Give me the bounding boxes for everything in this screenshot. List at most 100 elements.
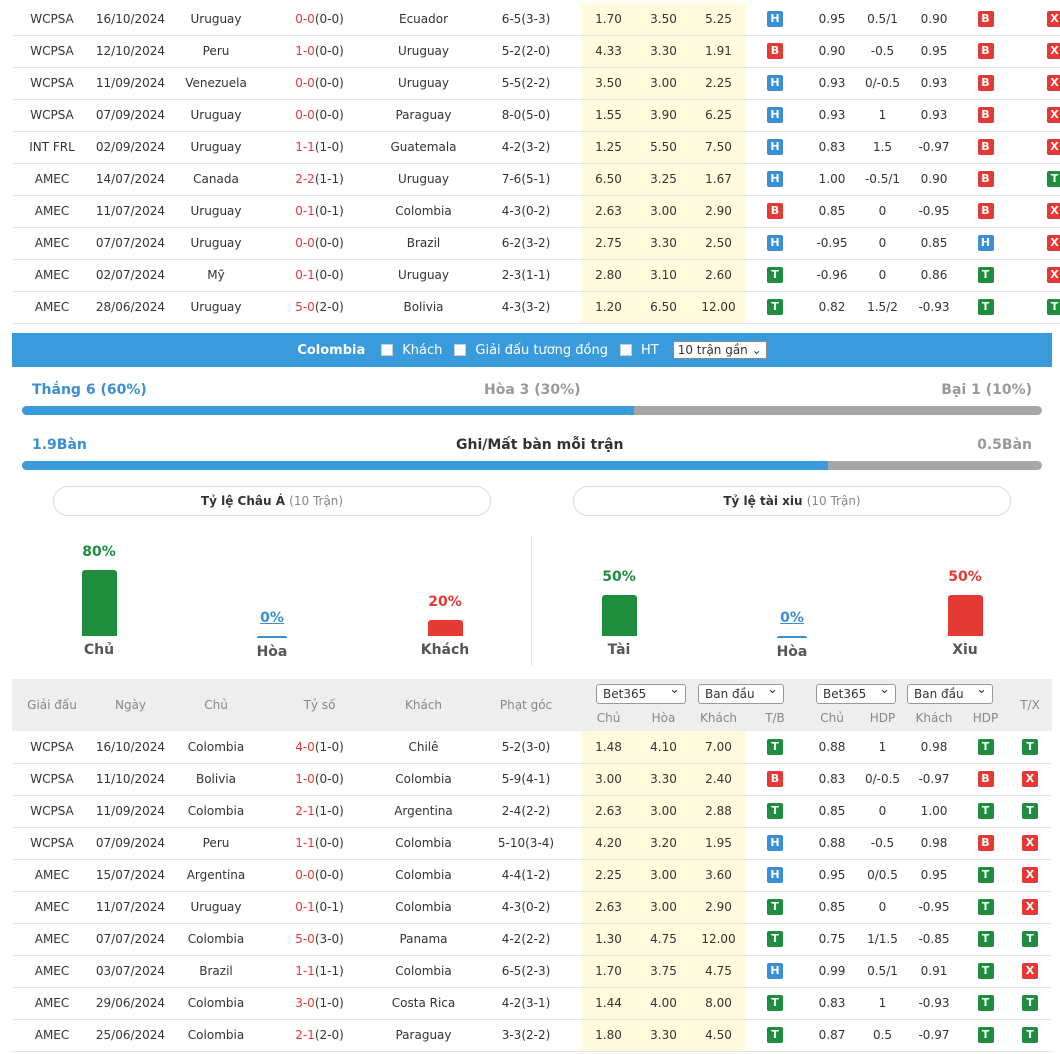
full-time-score: 0-0: [295, 108, 315, 122]
half-time-score: (1-0): [314, 996, 344, 1010]
odds-type-select-1[interactable]: Ban đầu: [698, 681, 784, 704]
home-team-cell: Colombia: [169, 923, 263, 956]
full-time-score: 2-1: [295, 804, 315, 818]
half-time-score: (1-1): [314, 964, 344, 978]
table-row: AMEC 15/07/2024 Argentina 0-0(0-0) Colombia 4…: [12, 859, 1052, 892]
home-team-cell: Uruguay: [169, 3, 263, 36]
score-cell: 3-0(1-0): [263, 987, 376, 1020]
odds-draw-cell: 6.50: [636, 291, 691, 324]
home-team-cell: Colombia: [169, 987, 263, 1020]
league-cell: AMEC: [12, 195, 92, 228]
odds-result-cell: T: [746, 795, 804, 828]
date-cell: 11/07/2024: [92, 891, 169, 924]
ah-away-cell: 0.95: [905, 35, 963, 68]
match-count-select[interactable]: 10 trận gần ⌄: [672, 341, 767, 359]
odds-result-badge: T: [767, 995, 783, 1011]
odds-draw-cell: 3.30: [636, 227, 691, 260]
handicap-result-badge: B: [977, 771, 994, 787]
home-team-cell: Uruguay: [169, 891, 263, 924]
ah-away-cell: 0.93: [905, 67, 963, 100]
table-row: AMEC 29/06/2024 Colombia 3-0(1-0) Costa Rica…: [12, 987, 1052, 1020]
odds-away-cell: 7.50: [691, 131, 746, 164]
corner-cell: 4-2(2-2): [471, 923, 581, 956]
odds-away-cell: 2.40: [691, 763, 746, 796]
ah-away-cell: -0.97: [905, 1019, 963, 1052]
handicap-result-cell: T: [963, 891, 1008, 924]
bookmaker-select-2[interactable]: Bet365: [816, 681, 896, 704]
odds-draw-cell: 3.30: [636, 763, 691, 796]
handicap-result-badge: T: [977, 738, 994, 755]
half-time-score: (1-0): [314, 804, 344, 818]
bookmaker-select-1[interactable]: Bet365: [596, 681, 686, 704]
table-row: INT FRL 02/09/2024 Uruguay 1-1(1-0) Guatemal…: [12, 131, 1060, 164]
date-cell: 11/10/2024: [92, 763, 169, 796]
odds-away-cell: 2.90: [691, 891, 746, 924]
full-time-score: 0-0: [295, 76, 315, 90]
score-cell: 1-0(0-0): [263, 763, 376, 796]
category-label: Hòa: [776, 644, 808, 660]
half-time-score: (1-0): [314, 739, 344, 754]
handicap-result-cell: B: [963, 35, 1008, 68]
col-tx: T/X: [1020, 698, 1040, 712]
league-cell: AMEC: [12, 227, 92, 260]
over-under-result-badge: T: [1022, 995, 1038, 1011]
corner-cell: 5-2(2-0): [471, 35, 581, 68]
odds-home-cell: 1.20: [581, 291, 636, 324]
odds-result-cell: T: [746, 923, 804, 956]
handicap-cell: 1: [860, 987, 905, 1020]
table-row: WCPSA 11/09/2024 Colombia 2-1(1-0) Argentina…: [12, 795, 1052, 828]
odds-result-badge: H: [767, 171, 783, 187]
handicap-result-cell: T: [963, 731, 1008, 764]
odds-home-cell: 3.00: [581, 763, 636, 796]
score-cell: 0-0(0-0): [263, 99, 376, 132]
ht-checkbox[interactable]: [620, 344, 632, 356]
category-label: Chủ: [83, 642, 115, 658]
full-time-score: 4-0: [295, 739, 315, 754]
same-league-checkbox[interactable]: [454, 344, 467, 356]
asian-odds-panel-title: Tỷ lệ Châu Á (10 Trận): [53, 486, 491, 516]
away-team-cell: Colombia: [376, 827, 471, 860]
away-team-cell: Colombia: [376, 763, 471, 796]
handicap-result-cell: T: [963, 291, 1008, 324]
odds-result-badge: B: [767, 203, 783, 219]
ah-home-cell: 0.95: [804, 3, 860, 36]
league-cell: AMEC: [12, 259, 92, 292]
corner-cell: 4-4(1-2): [471, 859, 581, 892]
odds-away-cell: 2.25: [691, 67, 746, 100]
over-under-result-badge: X: [1046, 10, 1060, 27]
ah-away-cell: -0.93: [905, 987, 963, 1020]
odds-home-cell: 2.63: [581, 891, 636, 924]
away-checkbox-label: Khách: [402, 342, 443, 358]
odds-result-cell: B: [746, 763, 804, 796]
ah-away-cell: 0.85: [905, 227, 963, 260]
date-cell: 29/06/2024: [92, 987, 169, 1020]
away-team-cell: Panama: [376, 923, 471, 956]
odds-result-badge: H: [767, 963, 783, 979]
full-time-score: 0-1: [295, 268, 315, 282]
odds-draw-cell: 3.30: [636, 35, 691, 68]
over-under-result-cell: X: [1008, 891, 1052, 924]
ah-home-cell: 0.90: [804, 35, 860, 68]
ah-home-cell: 0.75: [804, 923, 860, 956]
over-under-result-badge: T: [1022, 931, 1038, 947]
away-team-cell: Brazil: [376, 227, 471, 260]
away-team-cell: Argentina: [376, 795, 471, 828]
same-league-checkbox-label: Giải đấu tương đồng: [475, 342, 608, 358]
handicap-cell: 1: [860, 99, 905, 132]
ou-stats-column: 50% Xiu: [925, 569, 1005, 658]
score-cell: 1-1(1-1): [263, 955, 376, 988]
away-checkbox[interactable]: [381, 344, 394, 356]
corner-cell: 8-0(5-0): [471, 99, 581, 132]
handicap-result-badge: T: [977, 899, 994, 915]
handicap-result-cell: T: [963, 955, 1008, 988]
col-odds-away: Khách: [699, 711, 738, 725]
over-under-result-cell: X: [1008, 763, 1052, 796]
half-time-score: (1-0): [314, 140, 344, 154]
date-cell: 28/06/2024: [92, 291, 169, 324]
over-under-result-cell: X: [1008, 955, 1052, 988]
odds-home-cell: 6.50: [581, 163, 636, 196]
odds-result-badge: T: [767, 803, 783, 819]
odds-away-cell: 6.25: [691, 99, 746, 132]
corner-cell: 6-5(3-3): [471, 3, 581, 36]
odds-type-select-2[interactable]: Ban đầu: [907, 681, 993, 704]
